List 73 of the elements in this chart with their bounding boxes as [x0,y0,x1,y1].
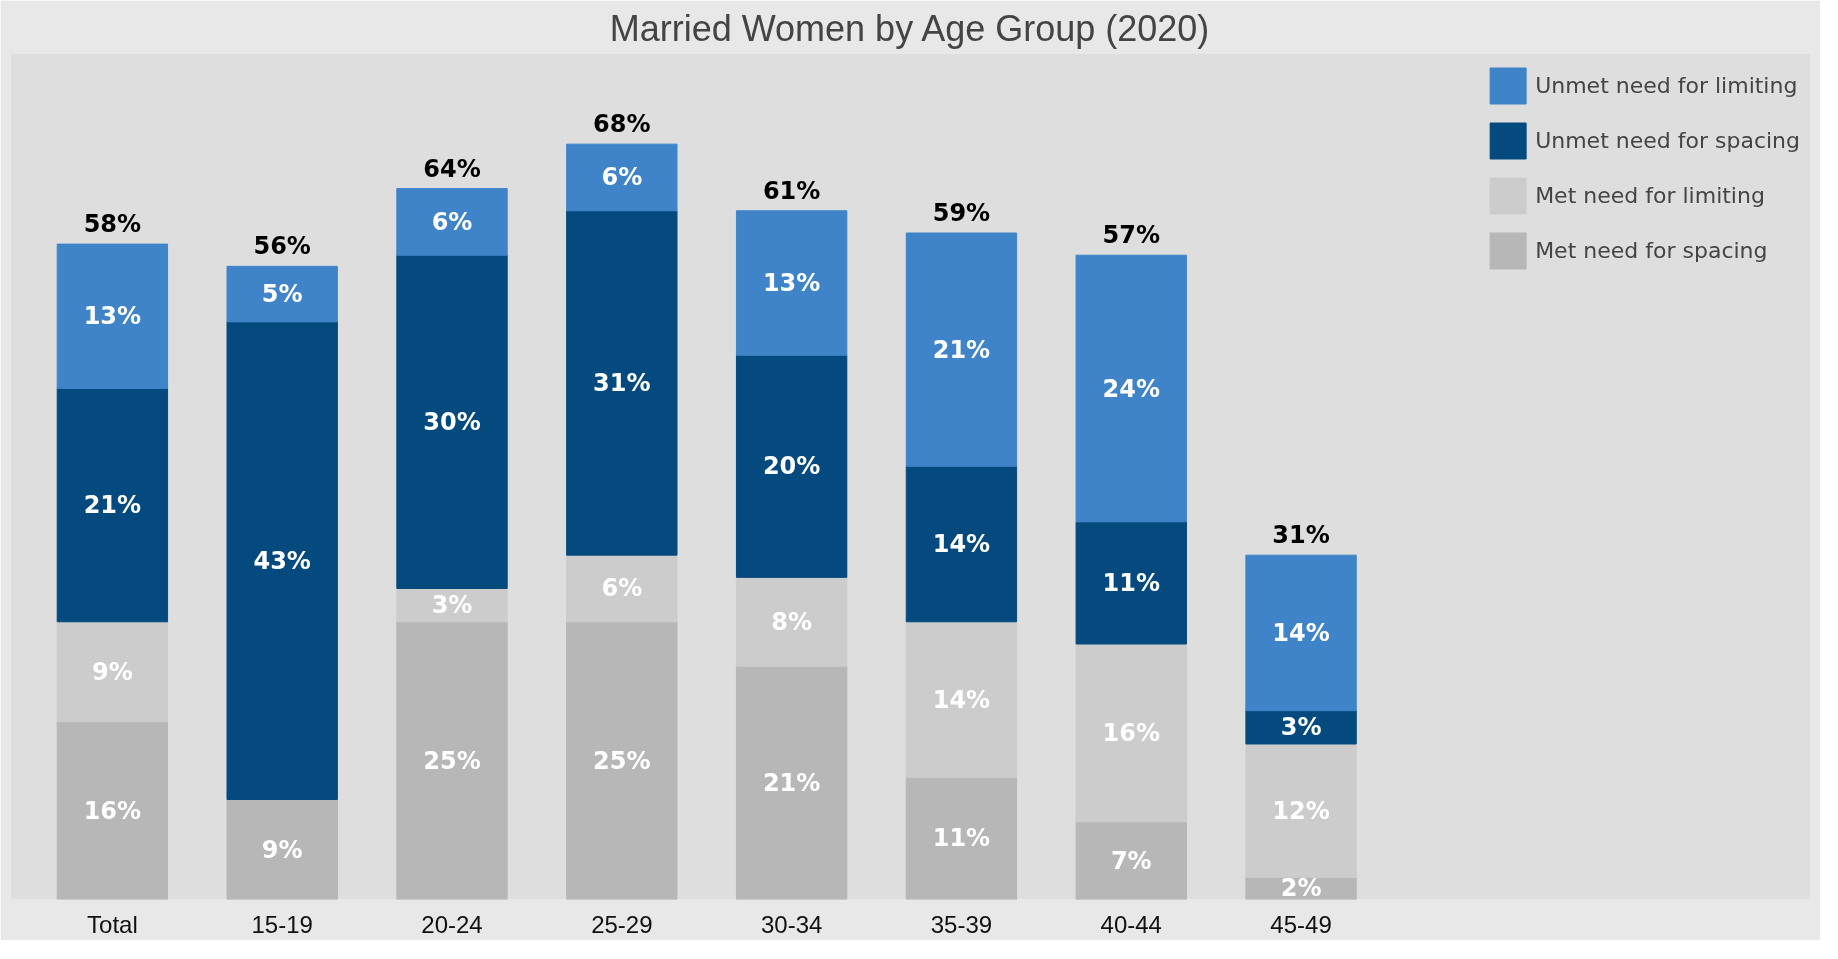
data-label: 31% [593,368,651,397]
data-label: 20% [762,452,821,481]
bar [1075,254,1187,523]
total-label: 57% [1102,221,1160,250]
bar [566,554,678,623]
x-tick-label: 35-39 [930,910,993,938]
bar [1075,521,1187,645]
total-label: 58% [83,210,142,239]
x-tick-label: 15-19 [251,910,313,938]
data-label: 24% [1102,374,1160,403]
data-label: 30% [423,407,481,436]
bar [735,210,848,356]
bar [905,465,1018,623]
bar [566,621,678,900]
total-label: 64% [423,154,481,183]
bar [905,776,1018,900]
x-tick-label: 25-29 [591,910,653,938]
bar [396,188,508,256]
bar [396,254,508,589]
total-label: 68% [593,110,651,139]
data-label: 16% [83,796,142,825]
data-label: 13% [83,302,142,331]
bar [735,354,848,578]
bar [56,721,169,900]
data-label: 2% [1280,874,1322,903]
data-label: 3% [1280,713,1322,742]
data-label: 21% [932,335,991,364]
x-tick-label: 20-24 [421,910,483,938]
bar [56,621,169,723]
bar [56,388,169,623]
bar [226,321,338,801]
bar [566,143,678,212]
legend-label: Met need for limiting [1535,183,1765,208]
data-label: 7% [1110,846,1152,875]
data-label: 6% [431,207,473,236]
x-tick-label: 30-34 [760,910,823,938]
bar [226,265,338,323]
bar [396,621,508,900]
data-label: 5% [261,280,303,309]
bar [735,576,848,667]
data-label: 6% [601,163,643,192]
data-label: 14% [1272,618,1330,647]
data-label: 11% [1102,568,1160,597]
bar [735,665,848,900]
x-tick-label: 45-49 [1270,910,1332,938]
total-label: 59% [932,199,991,228]
data-label: 43% [253,546,311,575]
bar [566,210,678,556]
data-label: 11% [932,824,991,853]
bar [1245,743,1357,878]
data-label: 9% [261,835,303,864]
data-label: 13% [762,269,821,297]
legend-label: Unmet need for spacing [1535,128,1800,153]
bar [1075,643,1187,823]
x-tick-label: Total [87,910,138,938]
legend-label: Unmet need for limiting [1535,73,1798,98]
total-label: 61% [762,176,821,205]
bar [905,232,1018,467]
bar [226,799,338,900]
data-label: 21% [762,768,821,797]
legend-label: Met need for spacing [1535,238,1768,263]
total-label: 56% [253,232,311,261]
data-label: 14% [932,530,991,559]
total-label: 31% [1272,521,1330,550]
data-label: 25% [593,746,651,775]
bar [905,621,1018,778]
data-label: 25% [423,746,481,775]
x-tick-label: 40-44 [1100,910,1162,938]
bar [1075,821,1187,900]
data-label: 21% [83,491,142,520]
bar [56,243,169,390]
bar [1245,554,1357,712]
chart-title: Married Women by Age Group (2020) [609,7,1210,49]
